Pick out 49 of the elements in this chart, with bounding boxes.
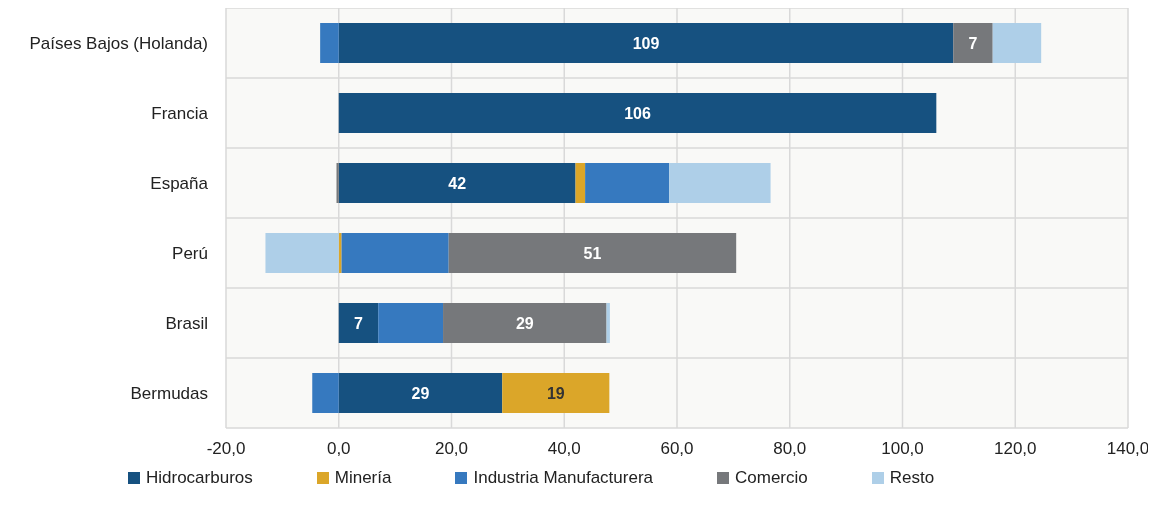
x-tick-label: 100,0 — [881, 439, 924, 459]
bar — [953, 23, 993, 63]
bar — [338, 233, 342, 273]
bar — [338, 23, 954, 63]
legend-label: Resto — [888, 468, 935, 488]
x-tick-label: -20,0 — [206, 439, 246, 459]
legend-label: Industria Manufacturera — [472, 468, 653, 488]
data-label: 106 — [624, 105, 651, 122]
bar — [265, 233, 339, 273]
bar — [448, 233, 737, 273]
bar — [669, 163, 771, 203]
x-tick-label: 120,0 — [993, 439, 1037, 459]
bar — [338, 93, 937, 133]
y-tick-label: Francia — [151, 104, 209, 124]
bar — [312, 373, 339, 413]
data-label: 29 — [515, 315, 534, 332]
y-tick-label: Brasil — [165, 314, 208, 334]
x-tick-label: 140,0 — [1106, 439, 1150, 459]
bar — [336, 163, 339, 203]
bar — [338, 163, 576, 203]
bar — [338, 373, 503, 413]
data-label: 19 — [546, 385, 565, 402]
data-label: 109 — [632, 35, 660, 52]
bar — [341, 233, 449, 273]
data-label: 42 — [448, 175, 467, 192]
data-label: 7 — [968, 35, 978, 52]
data-label: 51 — [583, 245, 602, 262]
y-tick-label: Bermudas — [130, 384, 208, 404]
x-tick-label: 20,0 — [434, 439, 469, 459]
bar — [585, 163, 670, 203]
data-label: 29 — [411, 385, 430, 402]
y-tick-label: España — [150, 174, 209, 194]
bar — [575, 163, 586, 203]
y-tick-label: Perú — [172, 244, 208, 264]
data-label: 7 — [354, 315, 364, 332]
x-tick-label: 60,0 — [660, 439, 694, 459]
y-tick-label: Países Bajos (Holanda) — [29, 34, 208, 54]
bar — [992, 23, 1042, 63]
x-tick-label: 0,0 — [326, 439, 351, 459]
bar — [320, 23, 339, 63]
legend-label: Minería — [333, 468, 392, 488]
legend-label: Hidrocarburos — [145, 468, 253, 488]
bar — [378, 303, 444, 343]
bar — [502, 373, 610, 413]
x-tick-label: 80,0 — [773, 439, 807, 459]
bar — [443, 303, 607, 343]
bar — [338, 303, 379, 343]
legend-label: Comercio — [734, 468, 808, 488]
x-tick-label: 40,0 — [547, 439, 581, 459]
